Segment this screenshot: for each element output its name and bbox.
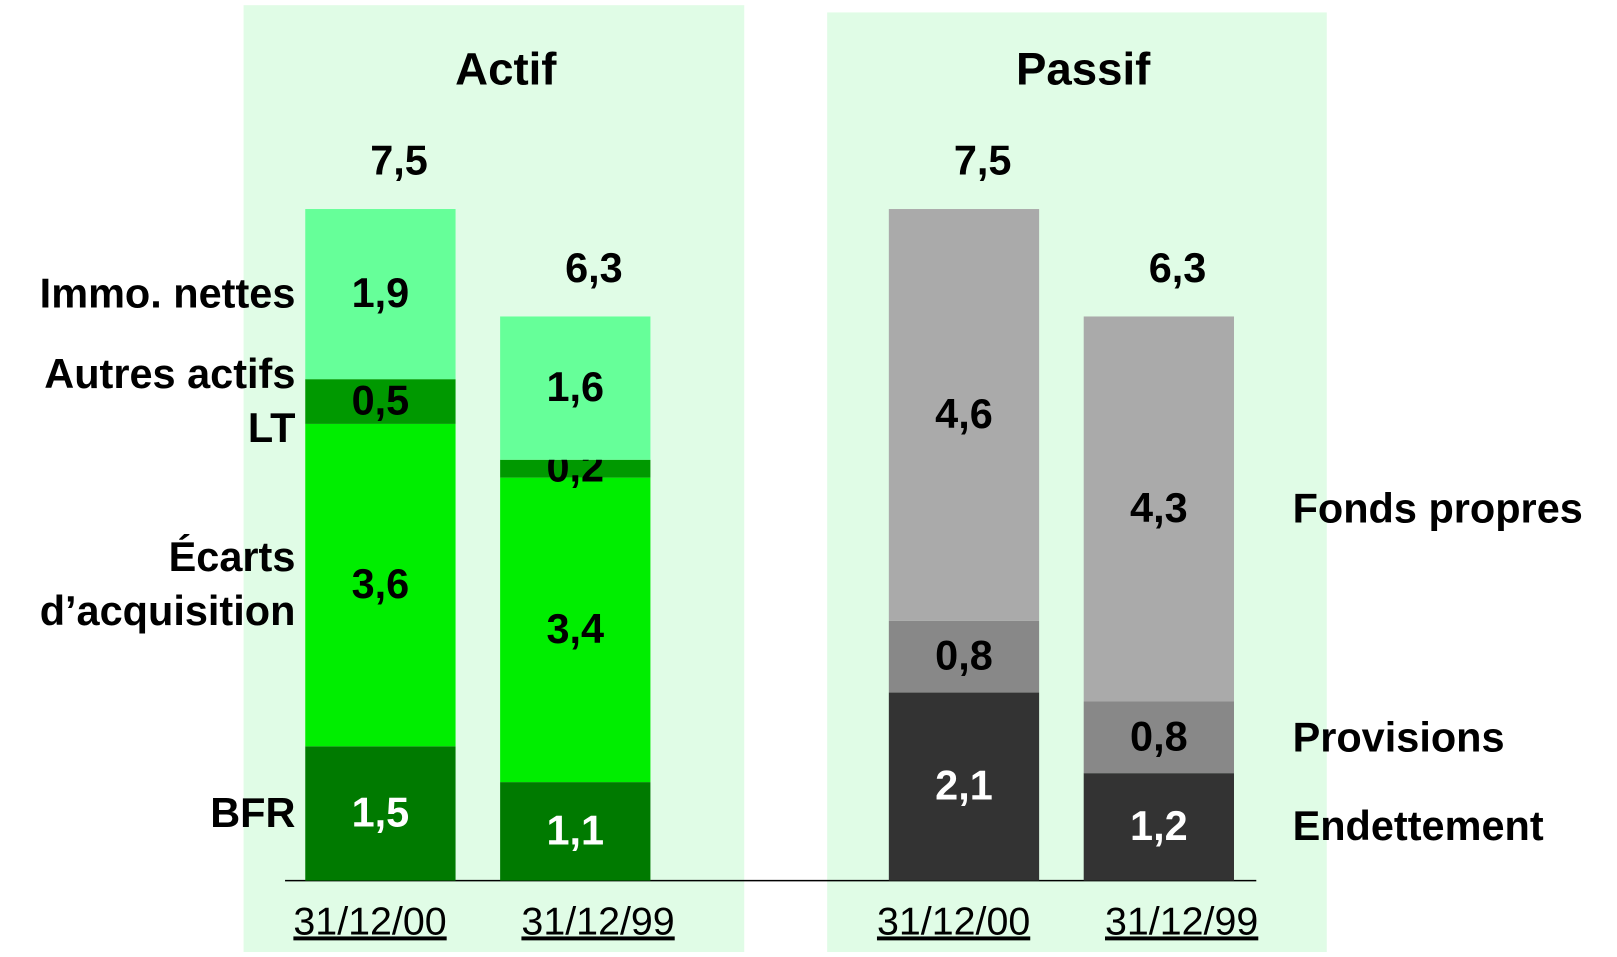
legend-item: Écarts d’acquisition bbox=[39, 535, 296, 635]
value-label: 1,1 bbox=[546, 807, 604, 853]
bar-segment bbox=[888, 692, 1040, 881]
value-label: 0,8 bbox=[1130, 713, 1188, 759]
value-label: 4,3 bbox=[1130, 485, 1188, 531]
x-tick-label: 31/12/00 bbox=[293, 899, 446, 943]
panel-title: Passif bbox=[1016, 43, 1151, 94]
total-label: 6,3 bbox=[565, 245, 623, 291]
bar-segment bbox=[305, 209, 456, 380]
legend-item: Immo. nettes bbox=[39, 271, 296, 317]
value-label: 0,5 bbox=[352, 378, 410, 424]
panel-title: Actif bbox=[455, 43, 557, 94]
x-tick-label: 31/12/99 bbox=[1105, 899, 1258, 943]
value-label: 1,5 bbox=[352, 789, 410, 835]
bar-segment bbox=[1083, 773, 1234, 881]
bar-segment bbox=[888, 209, 1040, 621]
bar-segment bbox=[305, 746, 456, 881]
legend-label: Provisions bbox=[1292, 714, 1505, 761]
x-tick-label: 31/12/00 bbox=[877, 899, 1030, 943]
legend-label: Fonds propres bbox=[1292, 486, 1583, 532]
bar-segment bbox=[888, 620, 1040, 693]
value-label: 0,8 bbox=[935, 633, 993, 679]
legend-label: Endettement bbox=[1292, 804, 1544, 850]
value-label: 4,6 bbox=[935, 391, 993, 437]
total-label: 7,5 bbox=[954, 137, 1012, 183]
bar-segment bbox=[1083, 316, 1234, 702]
legend-item: BFR bbox=[210, 790, 296, 837]
value-label: 1,6 bbox=[546, 364, 604, 410]
value-label: 1,2 bbox=[1130, 803, 1188, 849]
legend-label: Écarts d’acquisition bbox=[39, 535, 296, 635]
value-label: 1,9 bbox=[352, 270, 410, 316]
bar-segment bbox=[500, 459, 651, 478]
legend-label: Immo. nettes bbox=[39, 271, 296, 317]
total-label: 6,3 bbox=[1149, 245, 1207, 291]
legend-item: Provisions bbox=[1292, 714, 1505, 761]
value-label: 3,6 bbox=[352, 561, 410, 607]
value-label: 2,1 bbox=[935, 763, 993, 809]
legend-item: Autres actifs LT bbox=[44, 351, 296, 452]
x-tick-label: 31/12/99 bbox=[521, 899, 674, 943]
legend-item: Endettement bbox=[1292, 804, 1544, 850]
bar-segment bbox=[1083, 701, 1234, 774]
bar-segment bbox=[500, 477, 651, 783]
legend-item: Fonds propres bbox=[1292, 486, 1583, 532]
total-label: 7,5 bbox=[370, 137, 428, 183]
bar-segment bbox=[500, 782, 651, 881]
legend-label: BFR bbox=[210, 790, 296, 837]
legend-label: Autres actifs LT bbox=[44, 351, 296, 452]
bar-segment bbox=[305, 379, 456, 424]
bar-segment bbox=[500, 316, 651, 460]
bar-segment bbox=[305, 423, 456, 747]
value-label: 3,4 bbox=[546, 606, 604, 652]
